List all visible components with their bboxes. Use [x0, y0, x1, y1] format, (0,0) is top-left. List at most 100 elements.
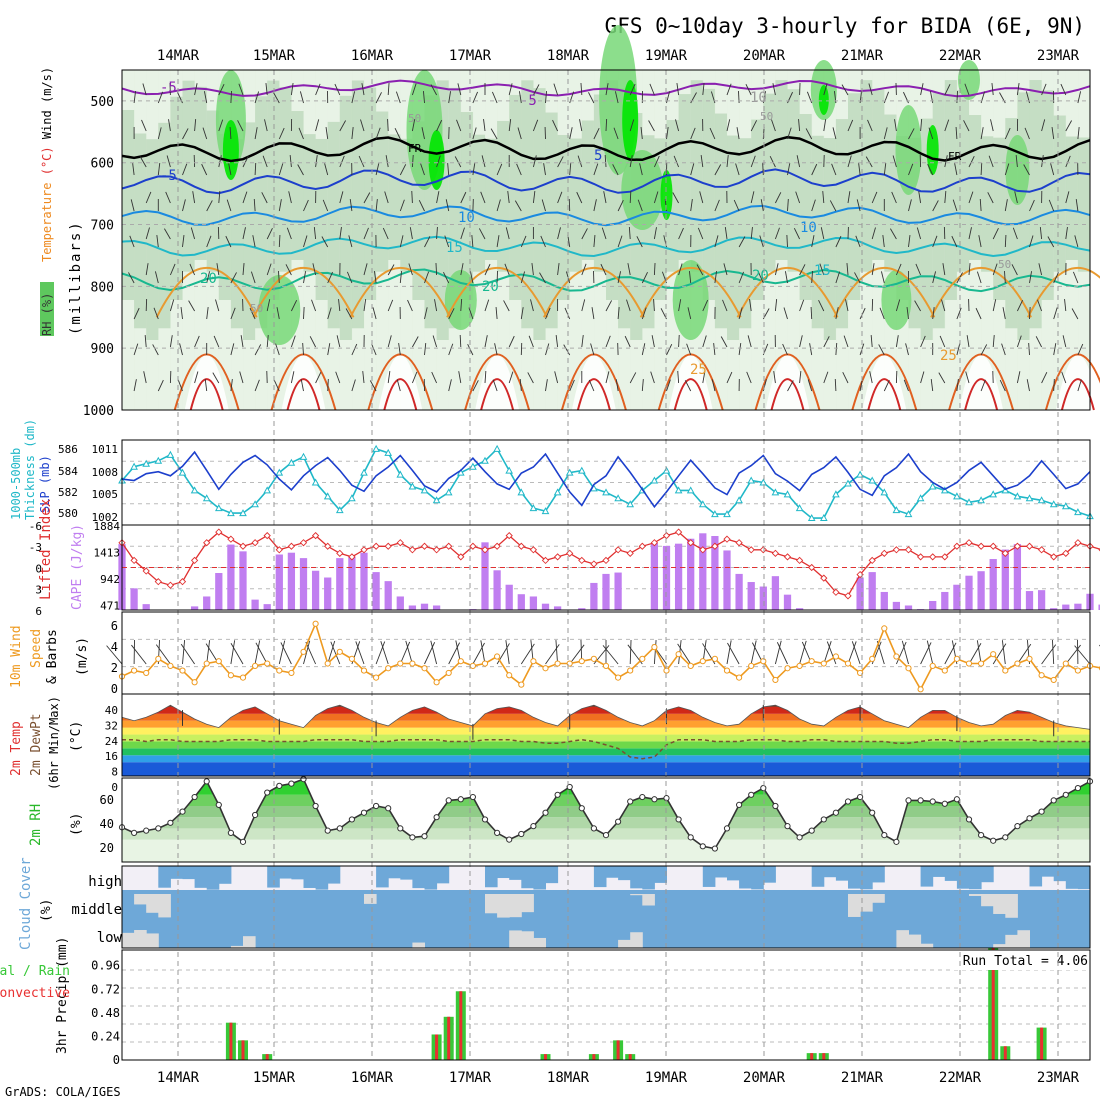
rh-shade — [485, 138, 498, 260]
thickness-line-point — [735, 496, 743, 504]
cape-bar — [880, 591, 888, 610]
li-point — [384, 542, 392, 550]
cape-bar — [602, 573, 610, 610]
rh-blob-bright — [428, 130, 445, 190]
wind-barb — [532, 119, 539, 132]
wind-barb — [496, 235, 500, 248]
wind10-line-point — [772, 676, 779, 684]
cloud-middle — [364, 894, 377, 904]
cape-bar — [275, 554, 283, 610]
wind10-barb — [327, 640, 336, 665]
wind-barb — [1004, 234, 1007, 248]
thickness-tick: 580 — [58, 507, 78, 520]
wind-barb — [132, 163, 135, 176]
wind-barb — [829, 200, 837, 212]
wind-barb — [1064, 299, 1067, 312]
li-tick: -6 — [29, 520, 42, 533]
wind-barb — [286, 227, 292, 240]
wind-barb — [726, 371, 733, 384]
cape-bar — [687, 538, 695, 610]
wind-barb — [290, 83, 294, 96]
wind-barb — [581, 299, 586, 312]
rh-line-point — [602, 832, 610, 839]
wind-barb — [787, 127, 792, 140]
wind-barb — [290, 335, 296, 348]
upper-wind-label: Wind (m/s) — [40, 67, 54, 139]
wind10-barb — [230, 640, 236, 665]
wind-barb — [722, 299, 728, 312]
wind-barb — [229, 126, 232, 140]
wind-barb — [484, 263, 491, 276]
wind-barb — [448, 91, 452, 104]
rh-shade — [690, 80, 704, 272]
wind-barb — [299, 91, 304, 104]
rh-shade — [581, 120, 595, 261]
wind-barb — [129, 235, 135, 248]
wind-barb — [799, 335, 803, 348]
wind10-tick: 6 — [111, 619, 118, 633]
rh2m-tick: 20 — [100, 841, 114, 855]
li-point — [408, 546, 417, 554]
wind-barb — [980, 379, 986, 392]
wind-barb — [1065, 120, 1073, 132]
cloud-low — [993, 944, 1006, 948]
rh-line-point — [893, 838, 900, 845]
wind-barb — [275, 343, 280, 356]
wind-barb — [157, 163, 161, 176]
wind-barb — [773, 371, 776, 384]
wind-barb — [169, 263, 176, 276]
rh-line-point — [578, 805, 585, 812]
rh-shade — [787, 89, 801, 272]
wind-barb — [541, 199, 546, 212]
wind-barb — [651, 335, 655, 348]
wind-barb — [216, 263, 220, 276]
temp-contour-35 — [480, 378, 515, 411]
temp2m-tick: 8 — [111, 766, 118, 779]
wind-barb — [145, 263, 149, 276]
wind-barb — [1053, 271, 1059, 284]
wind-barb — [230, 272, 237, 284]
wind-barb — [435, 262, 438, 276]
wind-barb — [351, 91, 356, 104]
cloud-high — [1029, 866, 1043, 887]
precip-tick: 0 — [113, 1053, 120, 1067]
bottom-date-label: 22MAR — [939, 1070, 982, 1086]
wind10-line-point — [433, 679, 440, 686]
wind-barb — [436, 155, 441, 168]
wind-barb — [273, 379, 280, 392]
cloud-high — [969, 866, 982, 890]
thickness-line-point — [432, 496, 441, 504]
cloud-middle — [497, 894, 510, 918]
wind-barb — [952, 199, 958, 212]
wind10-line-point — [312, 620, 319, 627]
wind10-line-point — [675, 651, 682, 658]
rh-line-point — [929, 798, 936, 805]
wind-barb — [1004, 163, 1010, 176]
rh-shade — [376, 111, 389, 272]
cloud-low — [920, 943, 934, 948]
wind-barb — [955, 126, 958, 140]
li-point — [251, 539, 259, 547]
precip-total-label: Total / Rain — [0, 964, 70, 979]
cloud-high — [981, 866, 994, 883]
wind-barb — [557, 191, 563, 204]
cloud-high — [327, 866, 341, 884]
upper-axis-label: (millibars) — [68, 220, 84, 335]
li-point — [783, 553, 792, 561]
cloud-middle — [630, 894, 643, 896]
rh-shade — [327, 121, 341, 329]
wind-barb — [336, 335, 341, 348]
wind-barb — [738, 307, 743, 320]
wind-barb — [432, 335, 438, 348]
contour-label: 50 — [760, 110, 773, 123]
thickness-line-point — [795, 504, 804, 512]
wind-barb — [190, 227, 196, 240]
li-point — [759, 546, 767, 554]
wind-barb — [334, 83, 341, 96]
precip-bar-conv — [822, 1053, 826, 1060]
li-point — [336, 549, 344, 557]
wind-barb — [348, 235, 353, 248]
thickness-label-1: 1000-500mb — [9, 448, 23, 520]
cloud-low — [618, 939, 631, 948]
wind10-line-point — [808, 658, 815, 665]
